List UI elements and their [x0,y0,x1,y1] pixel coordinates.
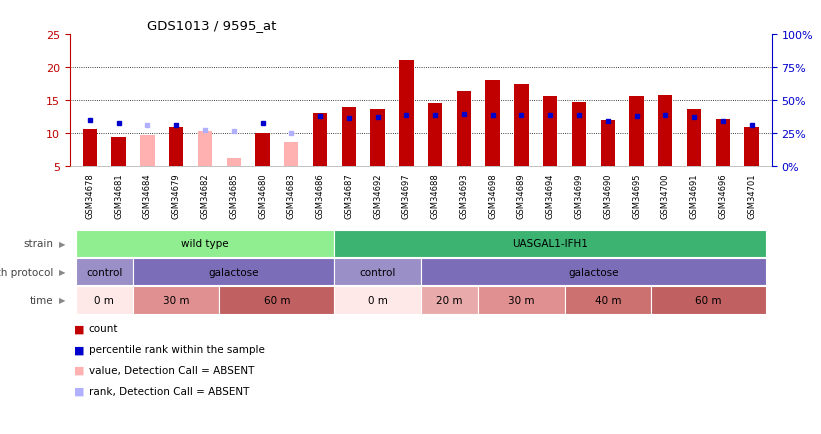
Text: galactose: galactose [568,267,619,277]
Text: time: time [30,295,53,305]
Text: ■: ■ [74,324,85,333]
Text: UASGAL1-IFH1: UASGAL1-IFH1 [512,239,588,249]
Bar [255,133,270,167]
Bar [83,130,97,167]
Bar [658,96,672,167]
Bar [428,104,443,167]
Text: value, Detection Call = ABSENT: value, Detection Call = ABSENT [89,365,254,375]
Bar [399,60,414,167]
Bar [370,110,385,167]
Text: 0 m: 0 m [368,295,388,305]
Bar [227,158,241,167]
Text: wild type: wild type [181,239,229,249]
Bar [169,127,183,167]
Text: 20 m: 20 m [436,295,463,305]
Bar [485,80,500,167]
Text: 30 m: 30 m [163,295,190,305]
Text: 0 m: 0 m [94,295,114,305]
Text: count: count [89,324,118,333]
Text: ▶: ▶ [59,296,66,305]
Text: strain: strain [23,239,53,249]
Text: 40 m: 40 m [594,295,621,305]
Bar [514,84,529,167]
Text: ■: ■ [74,345,85,354]
Text: 60 m: 60 m [264,295,290,305]
Bar [313,114,328,167]
Bar [342,108,356,167]
Text: growth protocol: growth protocol [0,267,53,277]
Bar [601,121,615,167]
Text: control: control [86,267,122,277]
Text: ■: ■ [74,386,85,396]
Bar [543,97,557,167]
Text: ▶: ▶ [59,267,66,276]
Text: percentile rank within the sample: percentile rank within the sample [89,345,264,354]
Bar [745,127,759,167]
Bar [456,92,471,167]
Bar [140,135,154,167]
Bar [284,143,299,167]
Text: 30 m: 30 m [508,295,534,305]
Text: 60 m: 60 m [695,295,722,305]
Bar [112,138,126,167]
Bar [687,109,701,167]
Text: ▶: ▶ [59,239,66,248]
Text: galactose: galactose [209,267,259,277]
Bar [571,103,586,167]
Text: ■: ■ [74,365,85,375]
Bar [716,119,730,167]
Text: control: control [360,267,396,277]
Bar [198,132,212,167]
Text: GDS1013 / 9595_at: GDS1013 / 9595_at [147,19,277,32]
Text: rank, Detection Call = ABSENT: rank, Detection Call = ABSENT [89,386,249,396]
Bar [630,97,644,167]
